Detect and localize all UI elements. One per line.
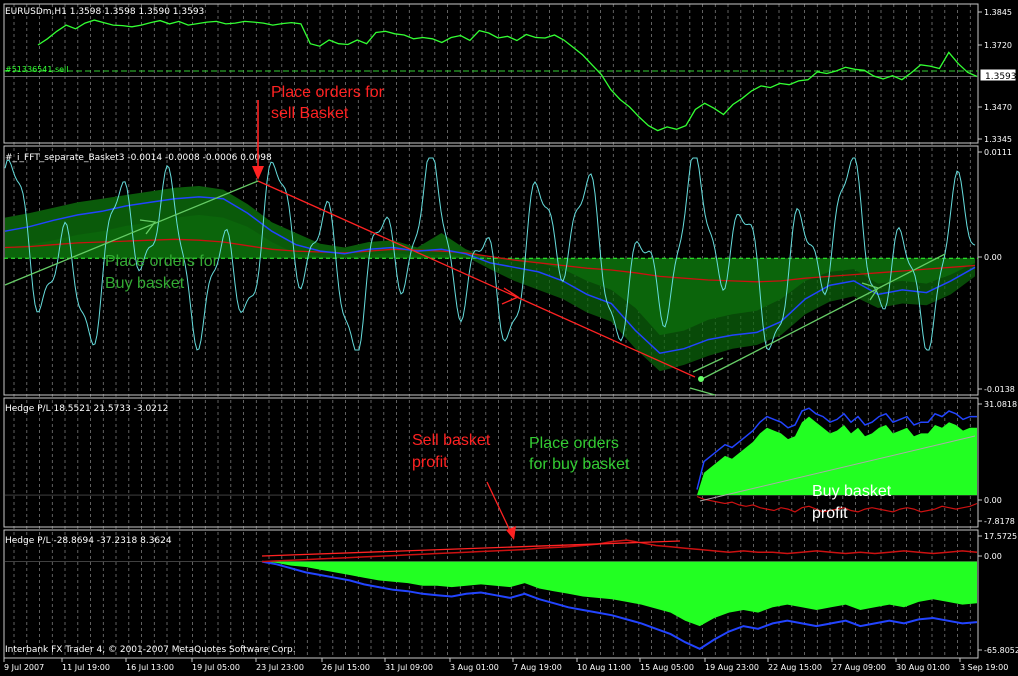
- pane-frame-sell: [3, 529, 979, 659]
- fft-tick-min: -0.0138: [984, 385, 1015, 394]
- price-tick-2: 1.3720: [984, 41, 1012, 50]
- price-axis: 1.3845 1.3720 1.3470 1.3345 0.0111 0.00 -0.013…: [978, 8, 1018, 655]
- buy-blue-line: [696, 407, 977, 490]
- buy-trend-arrow-left: [139, 219, 157, 235]
- sell-pl-pane-header: Hedge P/L -28.8694 -37.2318 8.3624: [5, 536, 172, 546]
- time-tick-label: 30 Aug 01:00: [896, 663, 950, 672]
- order-level-label: #51336541 sell: [5, 65, 69, 74]
- sell-profit-trend: [261, 540, 681, 557]
- sell-basket-pl-pane[interactable]: [4, 539, 978, 651]
- buy-place-right-line2: for buy basket: [529, 456, 630, 473]
- buy-profit-fill: [697, 416, 977, 496]
- price-tick-4: 1.3345: [984, 135, 1012, 144]
- fft-red-line: [4, 238, 976, 283]
- buy-basket-pl-pane[interactable]: [4, 407, 978, 513]
- time-tick-label: 10 Aug 11:00: [577, 663, 631, 672]
- price-pane-header: EURUSDm,H1 1.3598 1.3598 1.3590 1.3593: [5, 7, 204, 17]
- time-tick-label: 16 Jul 13:00: [126, 663, 174, 672]
- sell-profit-arrowhead: [506, 526, 516, 540]
- fft-lower-fill: [5, 214, 975, 372]
- sell-tick-max: 17.5725: [984, 532, 1017, 541]
- sell-tick-zero: 0.00: [984, 552, 1002, 561]
- pane-frames: [3, 3, 979, 659]
- buy-trend-line-right: [699, 253, 946, 381]
- buy-pl-pane-header: Hedge P/L 18.5521 21.5733 -3.0212: [5, 404, 168, 414]
- time-tick-label: 11 Jul 19:00: [62, 663, 110, 672]
- buy-tick-max: 31.0818: [984, 400, 1017, 409]
- buy-red-line: [696, 495, 978, 513]
- time-tick-label: 23 Jul 23:00: [256, 663, 304, 672]
- fft-blue-line: [4, 196, 976, 355]
- buy-trend-arrow-right: [861, 282, 880, 301]
- sell-profit-line2: profit: [412, 454, 448, 471]
- fft-tick-max: 0.0111: [984, 148, 1012, 157]
- buy-profit-line2: profit: [812, 505, 848, 522]
- buy-place-left-line1: Place orders for: [105, 253, 219, 270]
- current-price-box: [979, 68, 1017, 82]
- time-tick-label: 19 Aug 23:00: [705, 663, 759, 672]
- time-tick-label: 27 Aug 09:00: [832, 663, 886, 672]
- sell-place-arrowhead: [252, 166, 264, 180]
- price-series-line: [37, 19, 978, 132]
- buy-profit-line1: Buy basket: [812, 483, 892, 500]
- fft-basket-pane[interactable]: [4, 157, 978, 372]
- current-price-label: 1.3593: [985, 72, 1017, 82]
- time-axis: 9 Jul 2007 11 Jul 19:00 16 Jul 13:00 19 Jul…: [3, 658, 1008, 672]
- time-tick-label: 7 Aug 19:00: [513, 663, 562, 672]
- time-tick-label: 22 Aug 15:00: [768, 663, 822, 672]
- vertical-grid: [13, 4, 971, 658]
- sell-trend-line: [257, 180, 696, 378]
- time-tick-label: 3 Aug 01:00: [450, 663, 499, 672]
- time-tick-label: 26 Jul 15:00: [322, 663, 370, 672]
- sell-place-label-line1: Place orders for: [271, 84, 385, 101]
- sell-profit-line1: Sell basket: [412, 432, 491, 449]
- price-pane[interactable]: [4, 19, 978, 132]
- buy-tick-zero: 0.00: [984, 496, 1002, 505]
- price-tick-3: 1.3470: [984, 103, 1012, 112]
- footer-copyright: Interbank FX Trader 4, © 2001-2007 MetaQ…: [5, 645, 296, 655]
- pane-frame-buy: [3, 397, 979, 528]
- fft-pane-header: #_i_FFT_separate_Basket3 -0.0014 -0.0008…: [5, 153, 272, 163]
- buy-trend-line-left: [4, 180, 259, 286]
- time-tick-label: 19 Jul 05:00: [192, 663, 240, 672]
- pane-frame-fft: [3, 145, 979, 396]
- buy-tick-min: -7.8178: [984, 517, 1015, 526]
- annotation-arrows: [4, 100, 976, 540]
- sell-trend-arrow: [501, 287, 520, 305]
- fft-cyan-line: [4, 157, 976, 351]
- sell-profit-pointer: [486, 481, 513, 536]
- buy-place-pointer: [692, 357, 724, 373]
- sell-red-line: [261, 539, 978, 563]
- sell-blue-line: [261, 560, 978, 651]
- sell-place-label-line2: sell Basket: [271, 105, 349, 122]
- buy-place-right-line1: Place orders: [529, 435, 619, 452]
- pane-frame-price: [3, 3, 979, 144]
- buy-place-left-line2: Buy basket: [105, 275, 185, 292]
- buy-place-pointer-2: [689, 387, 716, 396]
- time-tick-label: 9 Jul 2007: [4, 663, 44, 672]
- fft-tick-zero: 0.00: [984, 253, 1002, 262]
- time-tick-label: 15 Aug 05:00: [640, 663, 694, 672]
- buy-entry-point: [698, 376, 704, 382]
- price-tick-1: 1.3845: [984, 8, 1012, 17]
- time-tick-label: 3 Sep 19:00: [960, 663, 1008, 672]
- buy-profit-guide: [699, 435, 976, 502]
- sell-profit-fill: [262, 561, 977, 627]
- sell-tick-min: -65.8052: [984, 646, 1018, 655]
- time-tick-label: 31 Jul 09:00: [385, 663, 433, 672]
